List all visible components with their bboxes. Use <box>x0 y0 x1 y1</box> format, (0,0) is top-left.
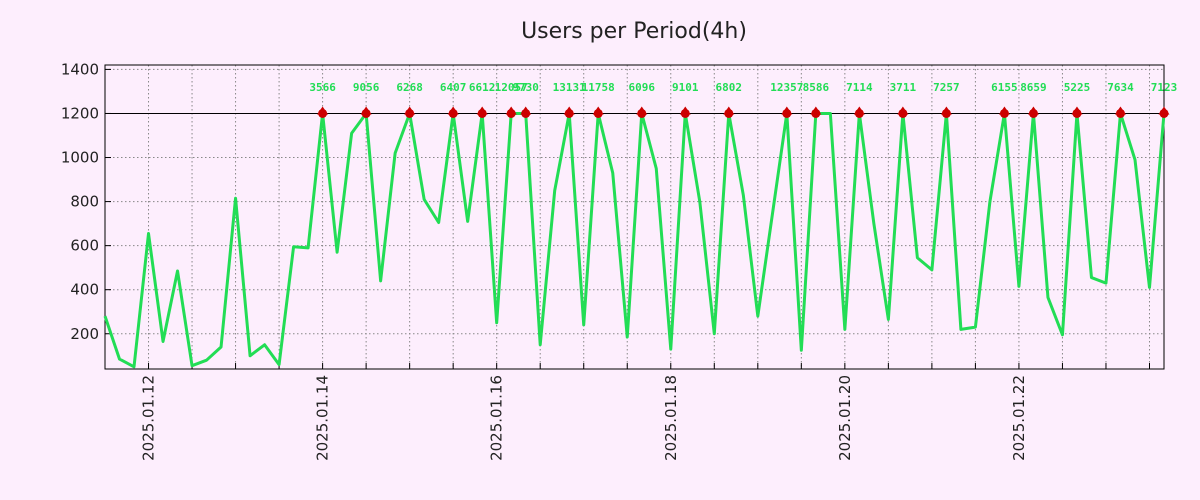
cap-marker-arrow <box>1071 106 1083 115</box>
peak-value-label: 5225 <box>1064 81 1091 94</box>
peak-value-label: 12357 <box>770 81 803 94</box>
peak-value-label: 9056 <box>353 81 380 94</box>
series-line-users <box>103 111 1166 369</box>
series-layer <box>103 111 1166 369</box>
x-tick-label: 2025.01.16 <box>488 375 506 461</box>
peak-value-label: 8586 <box>803 81 830 94</box>
cap-marker-arrow <box>520 106 532 115</box>
y-tick-label: 200 <box>70 325 99 343</box>
x-tick-label: 2025.01.18 <box>662 375 680 461</box>
cap-marker-arrow <box>940 106 952 115</box>
cap-marker-arrow <box>592 106 604 115</box>
peak-value-label: 11758 <box>582 81 615 94</box>
peak-value-label: 7634 <box>1107 81 1134 94</box>
chart-title: Users per Period(4h) <box>521 19 747 44</box>
cap-marker-arrow <box>447 106 459 115</box>
peak-value-label: 7123 <box>1151 81 1178 94</box>
x-tick-label: 2025.01.12 <box>140 375 158 461</box>
cap-marker-arrow <box>360 106 372 115</box>
peak-value-label: 6268 <box>396 81 423 94</box>
peak-value-label: 6802 <box>716 81 743 94</box>
peak-value-label: 6612 <box>469 81 496 94</box>
cap-marker-arrow <box>1027 106 1039 115</box>
axes-layer: 200 400 600 800 1000 1200 1400 2025.01.12 2025.0… <box>61 60 1165 461</box>
y-tick-label: 400 <box>70 281 99 299</box>
peak-value-label: 6407 <box>440 81 467 94</box>
peak-value-label: 9101 <box>672 81 699 94</box>
cap-marker-arrow <box>723 106 735 115</box>
cap-marker-arrow <box>998 106 1010 115</box>
cap-marker-arrow <box>636 106 648 115</box>
cap-marker-arrow <box>679 106 691 115</box>
peak-value-label: 9730 <box>512 81 539 94</box>
peak-value-label: 8659 <box>1020 81 1047 94</box>
cap-marker-arrow <box>810 106 822 115</box>
cap-marker-arrow <box>404 106 416 115</box>
y-tick-label: 800 <box>70 193 99 211</box>
cap-marker-arrow <box>853 106 865 115</box>
cap-marker-arrow <box>1114 106 1126 115</box>
cap-marker-arrow <box>563 106 575 115</box>
plot-frame <box>104 64 1165 370</box>
peak-value-label: 3566 <box>309 81 336 94</box>
peak-value-label: 6155 <box>991 81 1018 94</box>
marker-layer <box>317 106 1170 118</box>
peak-value-label: 7257 <box>933 81 960 94</box>
x-tick-label: 2025.01.14 <box>314 375 332 461</box>
cap-marker-arrow <box>1158 106 1170 115</box>
cap-marker-arrow <box>505 106 517 115</box>
cap-marker-arrow <box>897 106 909 115</box>
peak-value-label: 12057 <box>495 81 528 94</box>
peak-value-label: 3711 <box>890 81 917 94</box>
cap-marker-arrow <box>476 106 488 115</box>
y-tick-label: 600 <box>70 237 99 255</box>
cap-marker-arrow <box>781 106 793 115</box>
y-tick-label: 1400 <box>61 60 99 78</box>
peak-value-label: 13131 <box>553 81 586 94</box>
peak-value-label: 6096 <box>629 81 656 94</box>
x-tick-label: 2025.01.20 <box>836 375 854 461</box>
y-tick-label: 1000 <box>61 149 99 167</box>
y-tick-label: 1200 <box>61 104 99 122</box>
cap-marker-arrow <box>317 106 329 115</box>
x-tick-label: 2025.01.22 <box>1010 375 1028 461</box>
peak-value-label: 7114 <box>846 81 873 94</box>
